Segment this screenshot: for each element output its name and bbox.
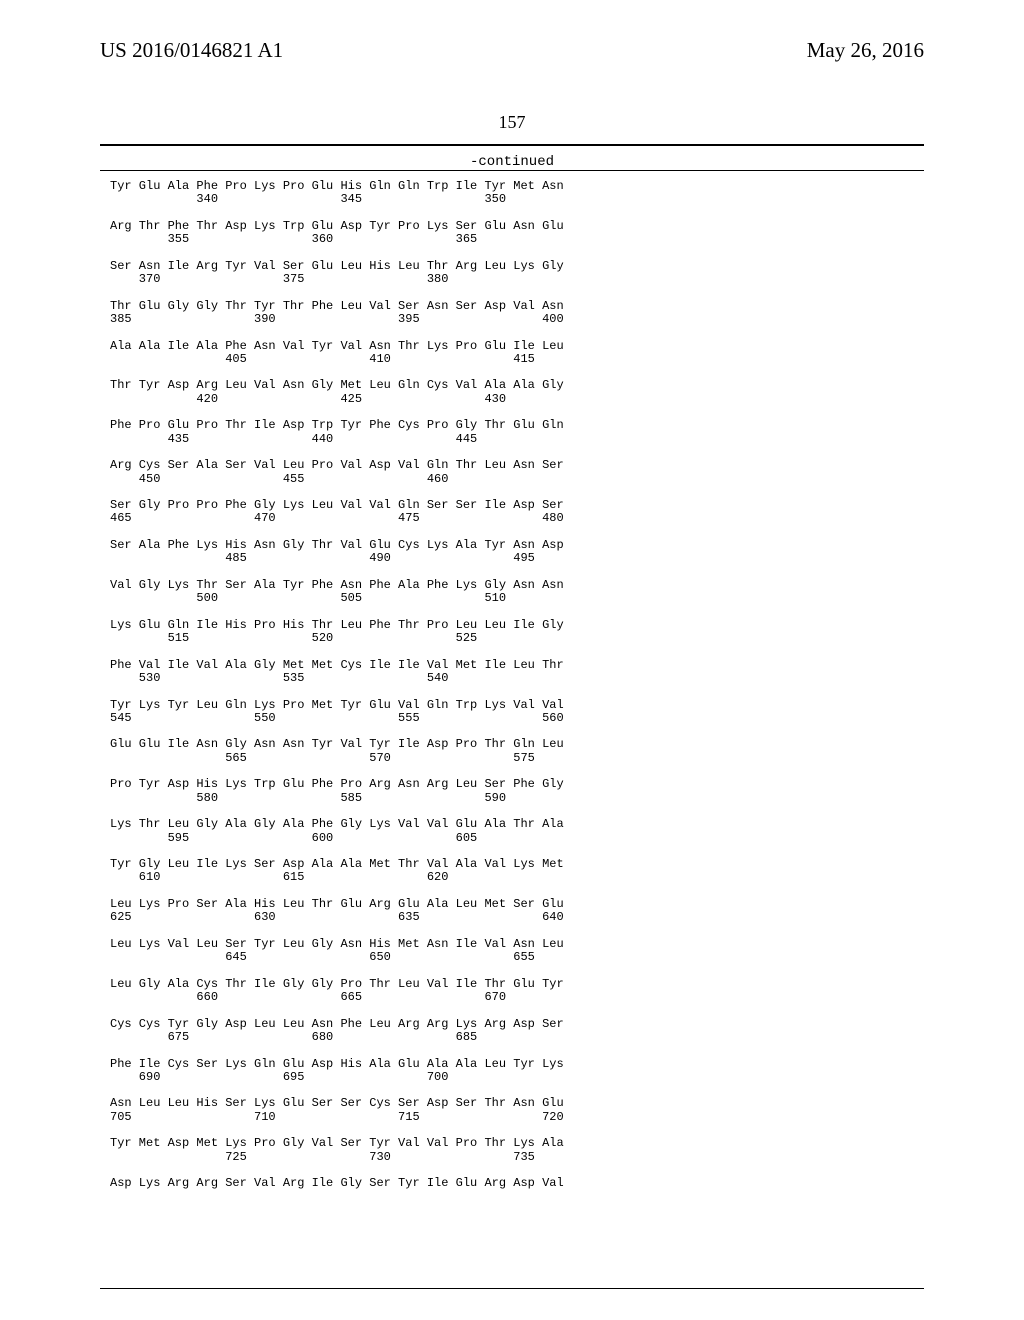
divider <box>100 144 924 146</box>
page-number: 157 <box>0 112 1024 133</box>
publication-date: May 26, 2016 <box>807 38 924 63</box>
continued-label: -continued <box>0 154 1024 170</box>
sequence-listing: Tyr Glu Ala Phe Pro Lys Pro Glu His Gln … <box>110 180 564 1191</box>
publication-number: US 2016/0146821 A1 <box>100 38 283 63</box>
divider <box>100 170 924 171</box>
divider <box>100 1288 924 1289</box>
